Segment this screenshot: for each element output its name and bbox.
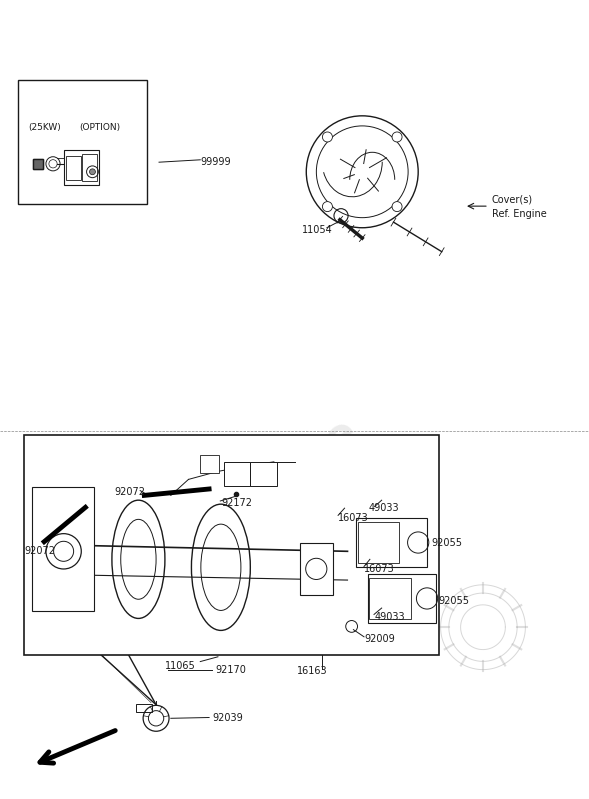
Bar [250, 462, 277, 486]
Circle shape [90, 169, 95, 175]
Text: 92039: 92039 [212, 713, 243, 722]
Bar [369, 578, 411, 619]
Bar [24, 435, 439, 655]
Bar [136, 704, 153, 712]
Text: 92055: 92055 [439, 596, 470, 606]
Bar [200, 455, 219, 473]
Circle shape [392, 132, 402, 142]
Text: (OPTION): (OPTION) [80, 123, 121, 133]
Text: 11054: 11054 [302, 225, 332, 235]
Text: 16073: 16073 [364, 564, 395, 574]
Text: 16073: 16073 [338, 513, 369, 523]
Circle shape [322, 201, 332, 212]
Circle shape [306, 116, 418, 228]
Text: (25KW): (25KW) [28, 123, 61, 133]
Bar [368, 574, 436, 623]
Bar [64, 150, 99, 185]
Text: 92170: 92170 [215, 665, 246, 674]
Text: Partsfiche: Partsfiche [129, 408, 366, 582]
Bar [224, 462, 250, 486]
Text: 92072: 92072 [25, 547, 56, 556]
Bar [300, 543, 333, 595]
Text: Cover(s): Cover(s) [492, 195, 533, 205]
Text: 92072: 92072 [115, 487, 146, 497]
Bar [66, 156, 81, 180]
Bar [356, 518, 427, 567]
Text: Ref. Engine: Ref. Engine [492, 209, 547, 219]
Text: 99999: 99999 [200, 157, 231, 167]
Text: 92009: 92009 [364, 634, 395, 644]
Text: 49033: 49033 [369, 503, 399, 513]
Bar [32, 487, 94, 611]
Circle shape [322, 132, 332, 142]
Text: 92055: 92055 [432, 538, 463, 547]
Text: 16163: 16163 [297, 666, 328, 676]
Bar [358, 522, 399, 563]
Text: 11065: 11065 [165, 661, 196, 670]
Text: 92172: 92172 [221, 499, 252, 508]
Circle shape [392, 201, 402, 212]
Text: 49033: 49033 [375, 612, 405, 622]
Bar [18, 80, 147, 204]
Bar [82, 154, 97, 181]
